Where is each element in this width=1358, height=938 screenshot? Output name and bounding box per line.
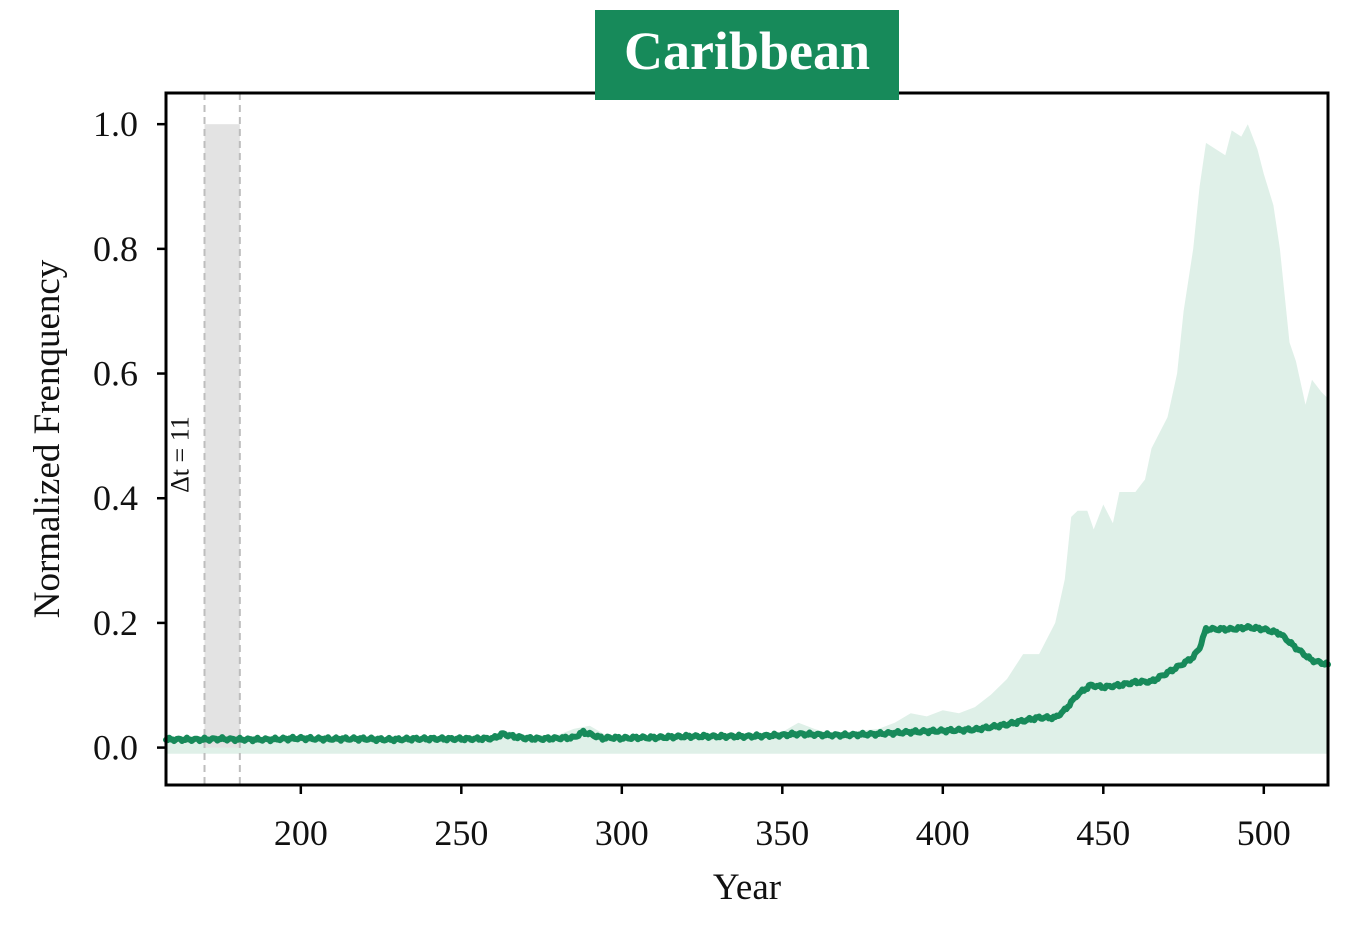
- y-axis-label: Normalized Frenquency: [27, 259, 68, 618]
- plot-area: [163, 93, 1331, 785]
- x-tick-label: 350: [755, 813, 809, 853]
- x-tick-label: 500: [1237, 813, 1291, 853]
- x-axis-ticks: 200 250 300 350 400 450 500: [274, 785, 1291, 853]
- title-background: [595, 10, 899, 100]
- y-tick-label: 1.0: [93, 104, 138, 144]
- y-tick-label: 0.2: [93, 603, 138, 643]
- x-tick-label: 400: [916, 813, 970, 853]
- y-tick-label: 0.6: [93, 354, 138, 394]
- y-tick-label: 0.4: [93, 478, 138, 518]
- delta-t-highlight: [204, 124, 240, 748]
- x-axis-label: Year: [713, 867, 781, 908]
- uncertainty-band: [166, 124, 1328, 754]
- delta-t-annotation: Δt = 11: [166, 416, 195, 493]
- chart-title: Caribbean: [624, 21, 870, 81]
- x-tick-label: 300: [595, 813, 649, 853]
- x-tick-label: 450: [1076, 813, 1130, 853]
- y-tick-label: 0.8: [93, 229, 138, 269]
- y-axis-ticks: 0.0 0.2 0.4 0.6 0.8 1.0: [93, 104, 166, 768]
- x-tick-label: 250: [434, 813, 488, 853]
- mean-frequency-line: [163, 623, 1331, 745]
- y-tick-label: 0.0: [93, 728, 138, 768]
- x-tick-label: 200: [274, 813, 328, 853]
